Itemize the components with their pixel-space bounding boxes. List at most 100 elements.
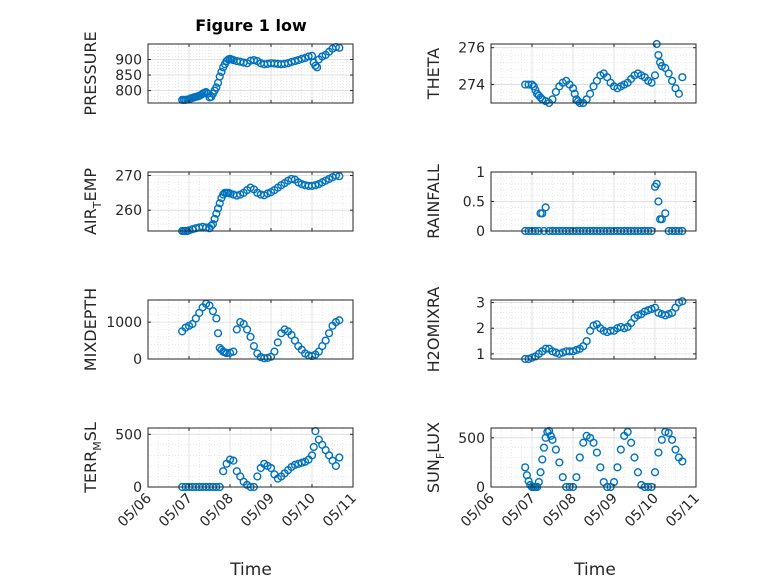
data-point <box>633 468 643 477</box>
data-point <box>650 468 660 477</box>
subplot-sun: 0 500 05/06 05/07 05/08 05/09 05/10 05/11 SUNFLU… <box>424 422 703 530</box>
data-point <box>212 314 221 323</box>
data-point <box>297 458 306 467</box>
data-point <box>667 76 677 85</box>
y-tick-label: 3 <box>476 296 485 312</box>
y-tick-label: 500 <box>115 427 142 443</box>
y-axis-label-main: TERR <box>81 451 100 494</box>
data-point <box>524 477 533 486</box>
data-point <box>647 78 656 87</box>
x-tick-label: 05/09 <box>581 491 621 531</box>
subplot-h2omixra: 1 2 3 H2OMIXRA <box>424 287 697 372</box>
x-tick-label: 05/11 <box>663 491 703 531</box>
data-series <box>521 39 687 108</box>
data-point <box>229 347 238 356</box>
x-tick-label: 05/10 <box>622 491 662 531</box>
y-axis-label-main: AIR <box>81 208 100 235</box>
data-point <box>215 72 224 81</box>
data-point <box>654 197 663 206</box>
data-point <box>606 326 615 335</box>
x-tick-label: 05/06 <box>115 490 155 530</box>
data-point <box>579 438 588 447</box>
y-axis-label: SUNFLUX <box>424 422 447 493</box>
data-point <box>548 435 557 444</box>
data-point <box>678 457 687 466</box>
data-point <box>335 453 344 462</box>
data-point <box>212 209 221 218</box>
data-point <box>304 52 313 61</box>
data-point <box>249 56 259 65</box>
data-point <box>213 204 223 213</box>
y-tick-label: 0 <box>133 352 142 368</box>
axes-box <box>147 427 354 488</box>
y-axis-label: MIXDEPTH <box>81 288 100 371</box>
y-axis-label-main: MIXDEPTH <box>81 288 100 371</box>
data-point <box>208 306 218 316</box>
subplot-mixdepth: 0 1000 MIXDEPTH <box>81 288 354 371</box>
data-point <box>582 336 591 346</box>
axes-box <box>490 43 697 104</box>
data-point <box>207 221 216 230</box>
y-axis-label-main: THETA <box>424 48 443 100</box>
data-point <box>213 329 223 338</box>
y-tick-label: 1 <box>476 347 485 363</box>
data-point <box>229 456 238 465</box>
subplot-rainfall: 0 0.5 1 RAINFALL <box>424 164 697 240</box>
data-point <box>321 336 330 345</box>
data-point <box>225 455 235 464</box>
x-tick-label: 05/09 <box>238 491 278 531</box>
data-point <box>534 477 543 487</box>
data-point <box>232 325 241 334</box>
data-point <box>246 332 255 341</box>
figure-title: Figure 1 low <box>195 16 307 35</box>
x-tick-label: 05/07 <box>499 491 539 531</box>
y-axis-label-subscript: T <box>91 201 104 209</box>
data-point <box>626 438 636 447</box>
x-tick-label: 05/08 <box>540 491 580 531</box>
data-point <box>524 80 533 89</box>
y-tick-label: 0.5 <box>463 195 485 211</box>
y-tick-label: 274 <box>458 78 485 94</box>
data-point <box>661 427 670 437</box>
data-point <box>592 448 602 457</box>
data-point <box>219 467 228 476</box>
x-tick-label: 05/06 <box>458 490 498 530</box>
y-axis-label: PRESSURE <box>81 31 100 115</box>
y-axis-label-main: SUN <box>424 459 443 493</box>
data-point <box>572 473 581 482</box>
data-point <box>678 297 687 306</box>
data-point <box>589 438 598 447</box>
subplot-terr: 0 500 05/06 05/07 05/08 05/09 05/10 05/11 TERRMS… <box>81 422 360 530</box>
data-point <box>307 451 317 460</box>
data-point <box>657 435 666 444</box>
data-point <box>650 71 660 80</box>
data-point <box>311 181 320 190</box>
y-axis-label-suffix: EMP <box>81 168 100 202</box>
y-tick-label: 1000 <box>106 315 142 331</box>
y-tick-label: 0 <box>476 480 485 496</box>
y-axis-label-main: PRESSURE <box>81 31 100 115</box>
data-point <box>331 461 341 471</box>
data-point <box>242 325 252 334</box>
data-point <box>674 89 684 98</box>
y-axis-label-subscript: M <box>91 441 104 451</box>
data-point <box>661 209 670 218</box>
y-axis-label-subscript: F <box>434 453 447 459</box>
data-point <box>546 431 555 440</box>
data-series <box>178 43 344 104</box>
data-point <box>652 179 661 188</box>
y-tick-label: 2 <box>476 321 485 337</box>
y-axis-label-suffix: SL <box>81 422 100 441</box>
data-point <box>309 442 318 452</box>
data-series <box>178 427 344 492</box>
y-axis-label: RAINFALL <box>424 164 443 239</box>
data-series <box>521 297 687 364</box>
data-point <box>536 468 545 477</box>
data-point <box>297 54 306 64</box>
data-point <box>270 347 279 356</box>
data-point <box>208 219 218 229</box>
data-point <box>266 463 276 473</box>
data-point <box>664 69 673 78</box>
